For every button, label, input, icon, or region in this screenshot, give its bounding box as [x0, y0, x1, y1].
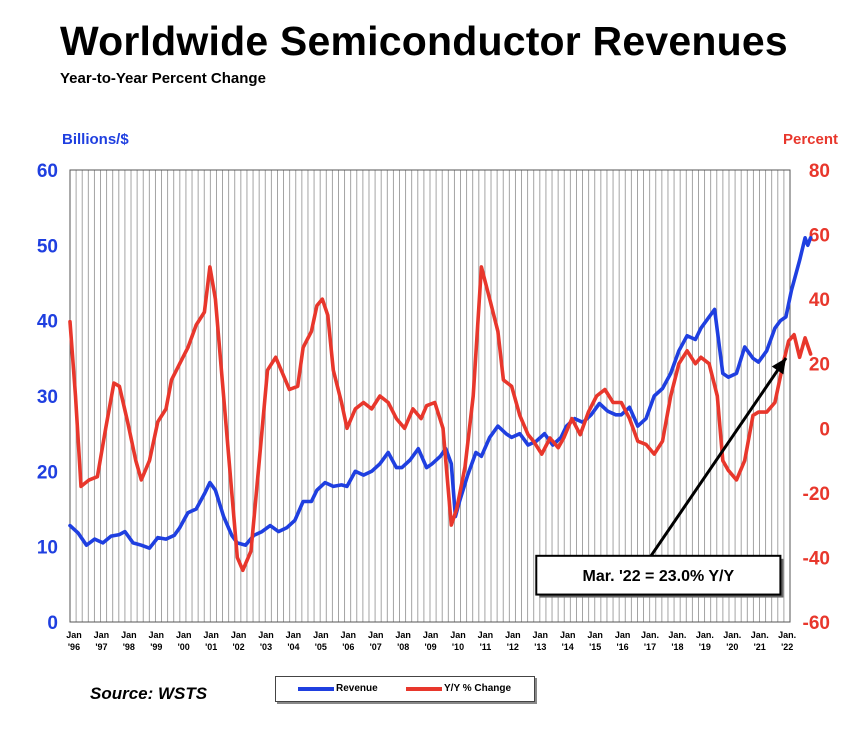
x-tick-label: Jan [231, 630, 247, 640]
x-tick-label: Jan [450, 630, 466, 640]
legend-swatch-revenue [298, 686, 334, 691]
x-tick-label: Jan [313, 630, 329, 640]
x-axis-ticks: Jan '96 Jan '97 Jan '98 Jan '99 Jan '00 Jan '01 Jan '… [66, 630, 796, 652]
left-tick-label: 20 [37, 462, 58, 483]
left-axis-ticks: 0 10 20 30 40 50 60 [37, 161, 58, 634]
x-tick-label: '14 [562, 642, 574, 652]
legend-label-yoy: Y/Y % Change [444, 683, 512, 694]
x-tick-label: '12 [507, 642, 519, 652]
legend-item-yoy: Y/Y % Change [406, 683, 511, 694]
left-tick-label: 0 [47, 613, 58, 634]
annotation: Mar. '22 = 23.0% Y/Y [535, 357, 788, 598]
x-tick-label: '00 [178, 642, 190, 652]
annotation-arrowhead [771, 358, 786, 375]
x-tick-label: Jan. [668, 630, 686, 640]
x-tick-label: Jan. [696, 630, 714, 640]
x-tick-label: Jan [533, 630, 549, 640]
right-tick-label: 0 [819, 419, 830, 440]
right-tick-label: 80 [809, 161, 830, 182]
chart-subtitle: Year-to-Year Percent Change [60, 70, 266, 87]
source-note: Source: WSTS [90, 684, 208, 703]
x-tick-label: Jan [560, 630, 576, 640]
x-tick-label: Jan. [751, 630, 769, 640]
x-tick-label: Jan [423, 630, 439, 640]
x-tick-label: '07 [370, 642, 382, 652]
legend: Revenue Y/Y % Change [275, 676, 535, 702]
left-tick-label: 30 [37, 387, 58, 408]
x-tick-label: '06 [342, 642, 354, 652]
x-tick-label: Jan [395, 630, 411, 640]
x-tick-label: '08 [397, 642, 409, 652]
x-tick-label: '17 [644, 642, 656, 652]
x-tick-label: Jan [66, 630, 82, 640]
x-tick-label: '18 [671, 642, 683, 652]
legend-label-revenue: Revenue [336, 683, 378, 694]
right-tick-label: -40 [803, 548, 830, 569]
x-tick-label: Jan. [778, 630, 796, 640]
x-tick-label: '02 [232, 642, 244, 652]
right-tick-label: 40 [809, 290, 830, 311]
legend-item-revenue: Revenue [298, 683, 378, 694]
vertical-gridlines [75, 170, 785, 622]
x-tick-label: '11 [480, 642, 492, 652]
x-tick-label: Jan [478, 630, 494, 640]
legend-swatch-yoy [406, 686, 442, 691]
annotation-box [535, 554, 782, 596]
x-tick-label: '98 [123, 642, 135, 652]
x-tick-label: '05 [315, 642, 327, 652]
series-layer [68, 236, 813, 573]
plot-frame [69, 169, 791, 623]
x-tick-label: Jan [587, 630, 603, 640]
right-axis-label: Percent [783, 131, 838, 148]
x-tick-label: '15 [589, 642, 601, 652]
x-tick-label: '97 [95, 642, 107, 652]
chart-title: Worldwide Semiconductor Revenues [60, 18, 788, 64]
left-tick-label: 50 [37, 236, 58, 257]
x-tick-label: Jan [368, 630, 384, 640]
x-tick-label: '21 [754, 642, 766, 652]
x-tick-label: '10 [452, 642, 464, 652]
x-tick-label: Jan [505, 630, 521, 640]
left-axis-label: Billions/$ [62, 131, 129, 148]
series-line-yoy [68, 265, 813, 573]
right-axis-ticks: -60 -40 -20 0 20 40 60 80 [803, 161, 830, 634]
right-tick-label: 20 [809, 355, 830, 376]
annotation-arrow [649, 357, 788, 557]
x-tick-label: Jan [286, 630, 302, 640]
x-tick-label: Jan [121, 630, 137, 640]
x-tick-label: Jan. [641, 630, 659, 640]
x-tick-label: '04 [287, 642, 299, 652]
x-tick-label: Jan [94, 630, 110, 640]
left-tick-label: 10 [37, 538, 58, 559]
x-tick-label: Jan. [723, 630, 741, 640]
x-tick-label: '19 [699, 642, 711, 652]
right-tick-label: 60 [809, 226, 830, 247]
x-tick-label: Jan [203, 630, 219, 640]
x-tick-label: '03 [260, 642, 272, 652]
annotation-text: Mar. '22 = 23.0% Y/Y [583, 568, 735, 585]
x-tick-label: '09 [424, 642, 436, 652]
right-tick-label: -20 [803, 484, 830, 505]
x-tick-label: '16 [616, 642, 628, 652]
left-tick-label: 40 [37, 312, 58, 333]
series-line-revenue [68, 236, 813, 550]
x-tick-label: '01 [205, 642, 217, 652]
x-tick-label: '22 [781, 642, 793, 652]
right-tick-label: -60 [803, 613, 830, 634]
x-tick-label: '20 [726, 642, 738, 652]
left-tick-label: 60 [37, 161, 58, 182]
x-tick-label: Jan [258, 630, 274, 640]
x-tick-label: Jan [149, 630, 165, 640]
x-tick-label: '99 [150, 642, 162, 652]
x-tick-label: '13 [534, 642, 546, 652]
x-tick-label: Jan [341, 630, 357, 640]
x-tick-label: Jan [615, 630, 631, 640]
x-tick-label: '96 [68, 642, 80, 652]
x-tick-label: Jan [176, 630, 192, 640]
